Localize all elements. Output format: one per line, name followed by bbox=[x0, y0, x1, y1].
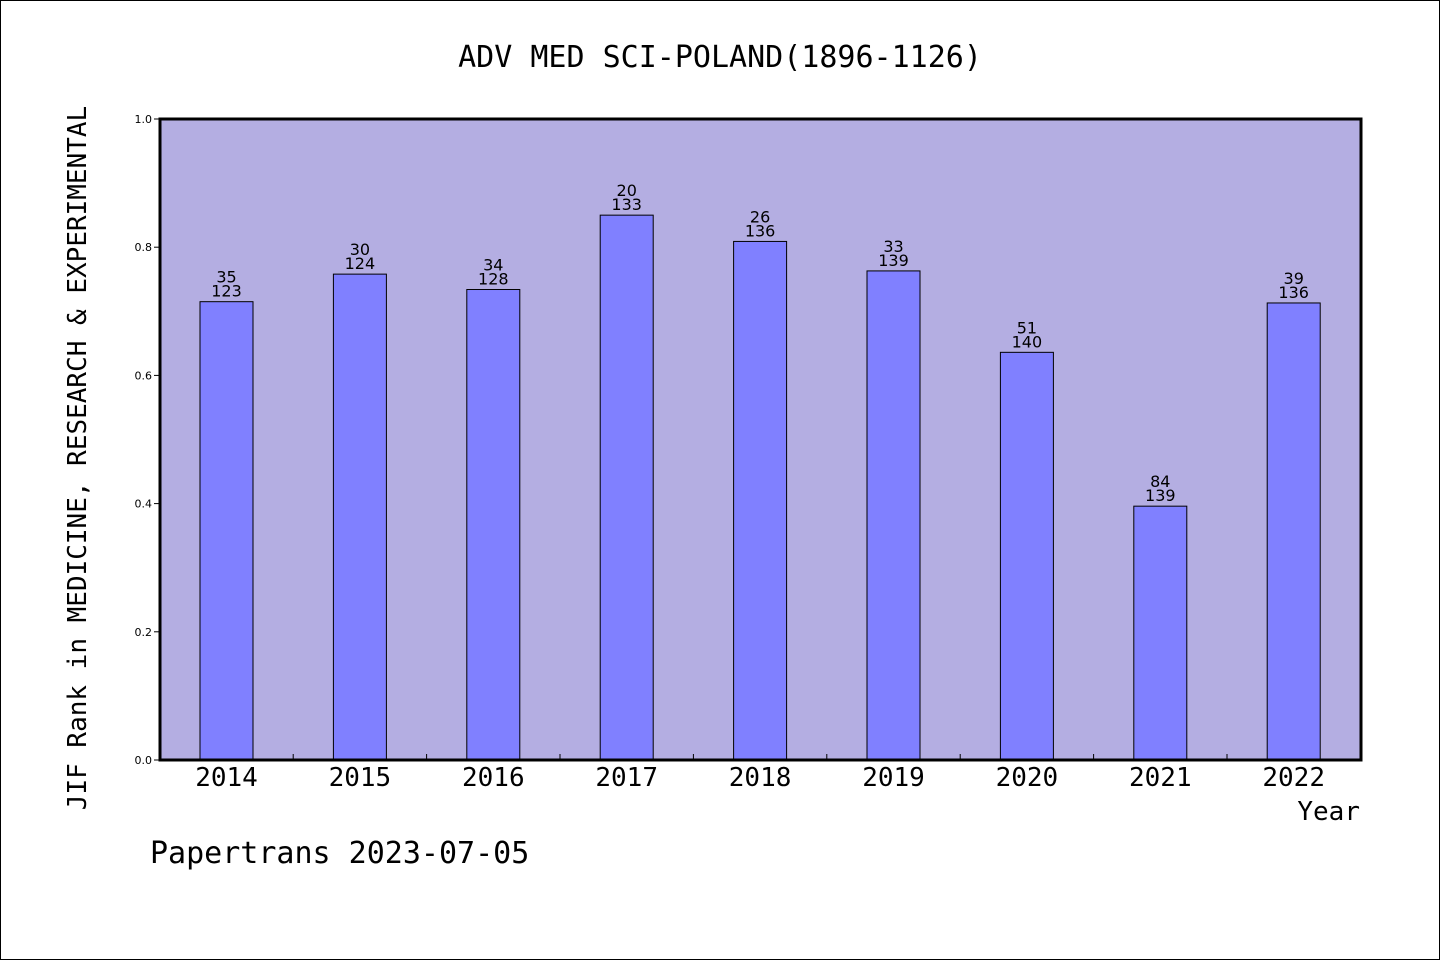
bar-total-label: 123 bbox=[211, 282, 242, 301]
bar-2015 bbox=[332, 273, 387, 761]
bar-2017 bbox=[599, 214, 654, 761]
bars bbox=[199, 214, 1321, 761]
x-tick-label: 2020 bbox=[996, 763, 1059, 793]
x-tick-label: 2016 bbox=[462, 763, 525, 793]
x-tick-label: 2014 bbox=[195, 763, 258, 793]
y-tick-label: 0.6 bbox=[135, 369, 153, 382]
y-tick-label: 0.4 bbox=[135, 498, 153, 511]
bar-total-label: 136 bbox=[745, 221, 776, 240]
bar-2018 bbox=[733, 240, 788, 761]
bar-2020 bbox=[999, 351, 1054, 761]
bar-2019 bbox=[866, 270, 921, 761]
bar-2016 bbox=[466, 289, 521, 761]
bar-total-label: 139 bbox=[1145, 486, 1176, 505]
x-tick-label: 2019 bbox=[862, 763, 925, 793]
footer-credit: Papertrans 2023-07-05 bbox=[150, 836, 529, 871]
x-tick-label: 2021 bbox=[1129, 763, 1192, 793]
x-tick-label: 2018 bbox=[729, 763, 792, 793]
x-tick-label: 2017 bbox=[595, 763, 658, 793]
bar-total-label: 139 bbox=[878, 251, 909, 270]
x-tick-label: 2015 bbox=[329, 763, 392, 793]
bar-rank-label: 33 bbox=[883, 237, 903, 256]
y-tick-label: 0.2 bbox=[135, 626, 153, 639]
bar-total-label: 133 bbox=[611, 195, 642, 214]
bar-rank-label: 84 bbox=[1150, 472, 1170, 491]
bar-rank-label: 26 bbox=[750, 207, 770, 226]
x-tick-label: 2022 bbox=[1262, 763, 1325, 793]
bar-rank-label: 51 bbox=[1017, 318, 1037, 337]
bar-total-label: 128 bbox=[478, 270, 509, 289]
chart-title: ADV MED SCI-POLAND(1896-1126) bbox=[458, 40, 982, 75]
x-axis-ticks: 2014 2015 2016 2017 2018 2019 2020 2021 2022 bbox=[195, 754, 1325, 793]
x-axis-label: Year bbox=[1297, 797, 1360, 827]
bar-rank-label: 34 bbox=[483, 256, 503, 275]
bar-2014 bbox=[199, 301, 254, 761]
y-tick-label: 0.8 bbox=[135, 241, 153, 254]
bar-rank-label: 30 bbox=[350, 240, 370, 259]
bar-rank-label: 20 bbox=[617, 181, 637, 200]
bar-rank-label: 39 bbox=[1284, 269, 1304, 288]
y-tick-label: 0.0 bbox=[135, 754, 153, 767]
y-axis-ticks: 0.0 0.2 0.4 0.6 0.8 1.0 bbox=[135, 113, 160, 767]
bar-total-label: 140 bbox=[1012, 332, 1043, 351]
bar-total-label: 136 bbox=[1278, 283, 1309, 302]
bar-2022 bbox=[1266, 302, 1321, 761]
y-axis-label: JIF Rank in MEDICINE, RESEARCH & EXPERIM… bbox=[63, 106, 93, 810]
plot-border bbox=[158, 117, 1363, 762]
y-tick-label: 1.0 bbox=[135, 113, 153, 126]
bar-total-label: 124 bbox=[345, 254, 376, 273]
bar-2021 bbox=[1133, 505, 1188, 761]
bar-rank-label: 35 bbox=[216, 268, 236, 287]
